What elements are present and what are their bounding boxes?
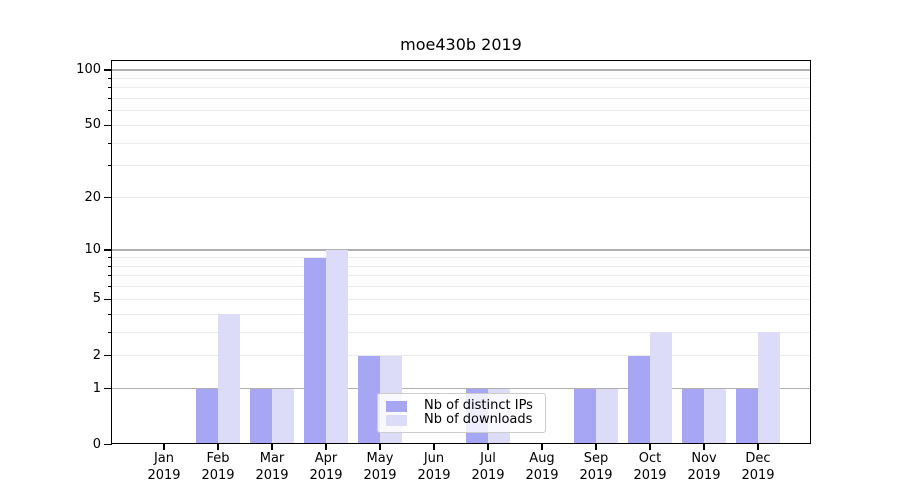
y-tick-mark (104, 444, 112, 446)
y-minor-tick-mark (107, 98, 112, 100)
minor-gridline (112, 331, 810, 333)
x-tick-label: Mar 2019 (255, 451, 289, 483)
y-minor-tick-mark (107, 313, 112, 315)
y-tick-label: 2 (92, 347, 101, 363)
minor-gridline (112, 87, 810, 89)
legend-label-distinct-ips: Nb of distinct IPs (424, 398, 533, 413)
minor-gridline (112, 286, 810, 288)
bar-downloads-mar (272, 388, 294, 444)
minor-gridline (112, 197, 810, 199)
x-tick-label: Apr 2019 (309, 451, 343, 483)
bar-distinct-ips-feb (196, 388, 218, 444)
bar-downloads-oct (650, 332, 672, 444)
bar-downloads-apr (326, 250, 348, 444)
legend-swatch-distinct-ips (386, 400, 407, 412)
y-tick-mark (104, 196, 112, 199)
major-gridline (112, 387, 810, 390)
minor-gridline (112, 313, 810, 315)
bar-distinct-ips-may (358, 355, 380, 444)
bar-downloads-nov (704, 388, 726, 444)
x-tick-mark (271, 444, 273, 450)
major-gridline (112, 69, 810, 71)
y-tick-label: 5 (92, 291, 101, 307)
x-tick-mark (487, 444, 489, 450)
legend-swatch-downloads (386, 414, 407, 426)
minor-gridline (112, 165, 810, 167)
x-tick-label: May 2019 (363, 451, 397, 483)
y-minor-tick-mark (107, 165, 112, 167)
x-tick-label: Jan 2019 (147, 451, 181, 483)
major-gridline (112, 249, 810, 251)
y-tick-mark (104, 354, 112, 357)
legend: Nb of distinct IPs Nb of downloads (377, 393, 546, 433)
x-tick-mark (433, 444, 435, 450)
minor-gridline (112, 257, 810, 259)
chart-title: moe430b 2019 (400, 35, 522, 54)
y-minor-tick-mark (107, 77, 112, 79)
y-minor-tick-mark (107, 286, 112, 288)
minor-gridline (112, 98, 810, 100)
x-tick-label: Nov 2019 (687, 451, 721, 483)
x-tick-label: Dec 2019 (741, 451, 775, 483)
y-tick-label: 50 (84, 117, 101, 133)
y-tick-label: 1 (92, 380, 101, 396)
x-tick-label: Jul 2019 (471, 451, 505, 483)
bar-downloads-sep (596, 388, 618, 444)
x-tick-mark (757, 444, 759, 450)
minor-gridline (112, 77, 810, 79)
bar-distinct-ips-sep (574, 388, 596, 444)
x-tick-label: Jun 2019 (417, 451, 451, 483)
y-minor-tick-mark (107, 275, 112, 277)
bar-distinct-ips-apr (304, 257, 326, 444)
x-tick-label: Oct 2019 (633, 451, 667, 483)
legend-label-downloads: Nb of downloads (424, 412, 533, 427)
legend-item-downloads: Nb of downloads (386, 413, 537, 427)
y-tick-mark (104, 69, 112, 71)
x-tick-mark (163, 444, 165, 450)
minor-gridline (112, 298, 810, 300)
minor-gridline (112, 124, 810, 126)
y-minor-tick-mark (107, 257, 112, 259)
x-tick-mark (541, 444, 543, 450)
y-tick-label: 0 (92, 436, 101, 452)
y-minor-tick-mark (107, 265, 112, 267)
y-tick-label: 20 (84, 189, 101, 205)
x-tick-mark (325, 444, 327, 450)
y-tick-label: 10 (84, 242, 101, 258)
bar-distinct-ips-oct (628, 355, 650, 444)
x-tick-mark (703, 444, 705, 450)
x-tick-label: Feb 2019 (201, 451, 235, 483)
y-tick-mark (104, 124, 112, 127)
y-tick-mark (104, 298, 112, 300)
x-tick-label: Aug 2019 (525, 451, 559, 483)
y-tick-mark (104, 387, 112, 390)
bar-distinct-ips-nov (682, 388, 704, 444)
y-tick-label: 100 (76, 61, 101, 77)
x-tick-mark (379, 444, 381, 450)
minor-gridline (112, 110, 810, 112)
minor-gridline (112, 275, 810, 277)
legend-item-distinct-ips: Nb of distinct IPs (386, 399, 537, 413)
bar-distinct-ips-mar (250, 388, 272, 444)
y-minor-tick-mark (107, 331, 112, 333)
minor-gridline (112, 265, 810, 267)
y-minor-tick-mark (107, 87, 112, 89)
y-minor-tick-mark (107, 142, 112, 144)
x-tick-mark (217, 444, 219, 450)
plot-area (111, 60, 811, 444)
minor-gridline (112, 355, 810, 357)
bar-downloads-dec (758, 332, 780, 444)
y-minor-tick-mark (107, 110, 112, 112)
x-tick-label: Sep 2019 (579, 451, 613, 483)
y-tick-mark (104, 249, 112, 251)
bar-distinct-ips-dec (736, 388, 758, 444)
x-tick-mark (595, 444, 597, 450)
x-tick-mark (649, 444, 651, 450)
minor-gridline (112, 142, 810, 144)
bar-downloads-feb (218, 314, 240, 444)
